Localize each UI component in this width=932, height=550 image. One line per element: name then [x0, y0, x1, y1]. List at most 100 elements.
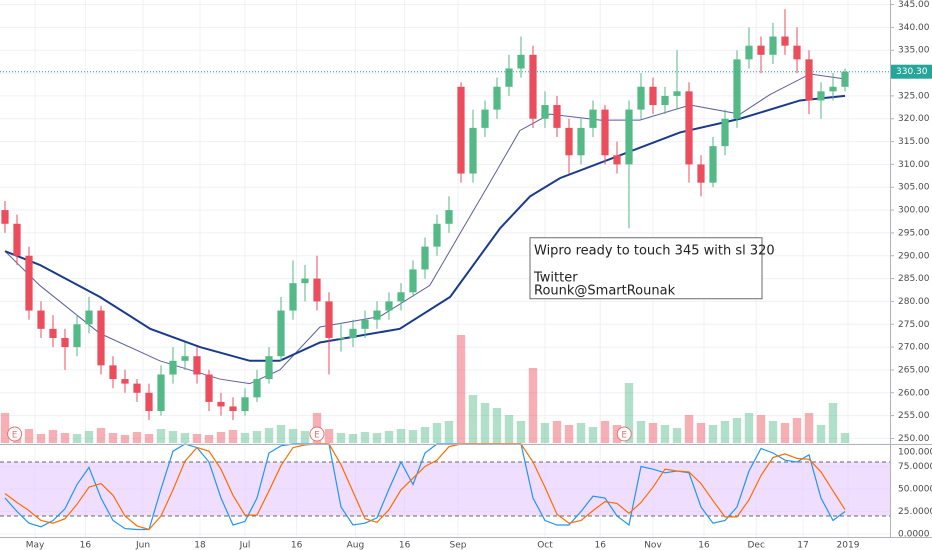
candle-body — [229, 406, 237, 412]
volume-bar — [792, 418, 802, 443]
y-tick-label: 320.00 — [898, 114, 930, 124]
volume-bar — [492, 408, 502, 443]
y-tick-label: 250.00 — [898, 434, 930, 444]
annotation-text: Wipro ready to touch 345 with sl 320 — [534, 243, 775, 258]
volume-bar — [24, 429, 34, 443]
candle-body — [625, 109, 633, 165]
candle-body — [613, 155, 621, 165]
x-tick-label: 16 — [594, 541, 606, 550]
y-tick-label: 305.00 — [898, 183, 930, 193]
candle-body — [325, 301, 333, 338]
annotation-box — [529, 237, 763, 300]
y-tick-label: 290.00 — [898, 251, 930, 261]
x-tick-label: Jul — [239, 541, 251, 550]
annotation-text: Rounk@SmartRounak — [534, 283, 676, 298]
volume-bar — [780, 423, 790, 443]
candle-body — [445, 210, 453, 224]
y-tick-label: 300.00 — [898, 206, 930, 216]
candle-body — [349, 328, 357, 338]
candle-body — [397, 292, 405, 302]
candle-body — [589, 109, 597, 128]
volume-bar — [768, 421, 778, 443]
x-tick-label: Nov — [644, 541, 662, 550]
x-tick-label: 17 — [797, 541, 808, 550]
candle-body — [13, 223, 21, 256]
candle-body — [253, 379, 261, 398]
last-price-box — [890, 64, 932, 79]
volume-bar — [372, 433, 382, 443]
candle-body — [637, 86, 645, 110]
candle-body — [97, 310, 105, 366]
volume-bar — [228, 430, 238, 443]
volume-bar — [756, 415, 766, 443]
event-label: E — [12, 431, 18, 441]
x-tick-label: Aug — [347, 541, 365, 550]
candle-body — [361, 319, 369, 329]
candle-body — [745, 45, 753, 60]
volume-bar — [504, 415, 514, 443]
volume-bar — [684, 415, 694, 443]
y-tick-label: 340.00 — [898, 23, 930, 33]
volume-bar — [516, 421, 526, 443]
event-marker — [616, 426, 632, 442]
candle-body — [721, 118, 729, 147]
volume-bar — [240, 433, 250, 443]
volume-bar — [132, 432, 142, 443]
volume-bar — [168, 431, 178, 443]
stoch-tick-label: 75.0000 — [898, 462, 932, 472]
candle-body — [205, 374, 213, 402]
volume-bar — [744, 413, 754, 443]
volume-bar — [48, 430, 58, 443]
candle-body — [529, 54, 537, 119]
volume-bar — [804, 413, 814, 443]
volume-bar — [696, 423, 706, 443]
x-tick-label: 18 — [194, 541, 206, 550]
y-tick-label: 260.00 — [898, 388, 930, 398]
volume-bar — [384, 431, 394, 443]
volume-bar — [816, 425, 826, 443]
volume-bar — [0, 413, 10, 443]
volume-bar — [420, 427, 430, 443]
x-tick-label: 16 — [291, 541, 303, 550]
y-tick-label: 295.00 — [898, 228, 930, 238]
last-price-label: 330.30 — [896, 67, 928, 77]
volume-bar — [828, 403, 838, 443]
candle-body — [817, 91, 825, 101]
candle-body — [61, 337, 69, 348]
volume-bar — [576, 423, 586, 443]
volume-bar — [156, 429, 166, 443]
stoch-tick-label: 25.0000 — [898, 507, 932, 517]
y-tick-label: 310.00 — [898, 160, 930, 170]
volume-bar — [468, 395, 478, 443]
event-marker — [7, 426, 23, 442]
candle-body — [733, 59, 741, 119]
candle-body — [685, 91, 693, 165]
volume-bar — [480, 403, 490, 443]
volume-bar — [288, 429, 298, 443]
candle-body — [193, 356, 201, 375]
y-tick-label: 325.00 — [898, 91, 930, 101]
stoch-tick-label: 0.0000 — [898, 530, 930, 540]
candle-body — [457, 86, 465, 174]
candle-body — [409, 269, 417, 293]
volume-bar — [108, 433, 118, 443]
volume-bar — [300, 431, 310, 443]
x-tick-label: 16 — [80, 541, 92, 550]
candle-body — [157, 374, 165, 412]
volume-bar — [588, 427, 598, 443]
y-tick-label: 345.00 — [898, 0, 930, 10]
candle-body — [577, 127, 585, 156]
volume-bar — [528, 368, 538, 443]
stoch-tick-label: 100.0000 — [898, 448, 932, 458]
volume-bar — [204, 435, 214, 443]
candle-body — [781, 36, 789, 46]
y-tick-label: 265.00 — [898, 365, 930, 375]
candle-body — [517, 54, 525, 69]
candle-body — [673, 91, 681, 96]
candle-body — [769, 36, 777, 55]
y-tick-label: 280.00 — [898, 297, 930, 307]
x-tick-label: May — [26, 541, 45, 550]
volume-bar — [720, 421, 730, 443]
candle-body — [469, 127, 477, 174]
y-tick-label: 270.00 — [898, 343, 930, 353]
